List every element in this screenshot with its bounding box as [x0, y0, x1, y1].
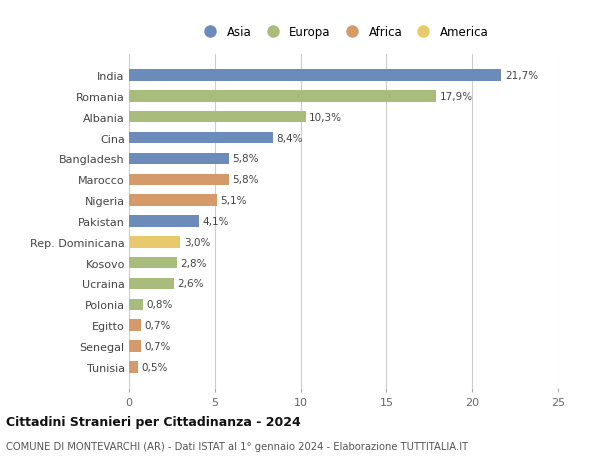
Text: 8,4%: 8,4% — [277, 133, 303, 143]
Text: 5,1%: 5,1% — [220, 196, 247, 206]
Bar — [129, 133, 273, 144]
Text: COMUNE DI MONTEVARCHI (AR) - Dati ISTAT al 1° gennaio 2024 - Elaborazione TUTTIT: COMUNE DI MONTEVARCHI (AR) - Dati ISTAT … — [6, 441, 468, 451]
Text: 17,9%: 17,9% — [440, 92, 473, 102]
Text: 10,3%: 10,3% — [309, 112, 342, 123]
Text: Cittadini Stranieri per Cittadinanza - 2024: Cittadini Stranieri per Cittadinanza - 2… — [6, 415, 301, 428]
Text: 3,0%: 3,0% — [184, 237, 210, 247]
Text: 5,8%: 5,8% — [232, 175, 259, 185]
Bar — [129, 257, 177, 269]
Text: 2,8%: 2,8% — [181, 258, 207, 268]
Legend: Asia, Europa, Africa, America: Asia, Europa, Africa, America — [194, 21, 493, 44]
Bar — [129, 361, 137, 373]
Bar — [129, 216, 199, 227]
Bar — [129, 112, 306, 123]
Bar — [129, 299, 143, 310]
Bar — [129, 91, 436, 102]
Text: 0,7%: 0,7% — [145, 320, 171, 330]
Text: 0,8%: 0,8% — [146, 300, 173, 310]
Bar — [129, 70, 502, 82]
Bar — [129, 153, 229, 165]
Text: 0,7%: 0,7% — [145, 341, 171, 351]
Text: 4,1%: 4,1% — [203, 217, 229, 226]
Text: 21,7%: 21,7% — [505, 71, 538, 81]
Bar — [129, 278, 173, 290]
Text: 0,5%: 0,5% — [141, 362, 167, 372]
Bar — [129, 174, 229, 185]
Bar — [129, 320, 141, 331]
Text: 5,8%: 5,8% — [232, 154, 259, 164]
Bar — [129, 195, 217, 207]
Bar — [129, 236, 181, 248]
Text: 2,6%: 2,6% — [177, 279, 203, 289]
Bar — [129, 341, 141, 352]
